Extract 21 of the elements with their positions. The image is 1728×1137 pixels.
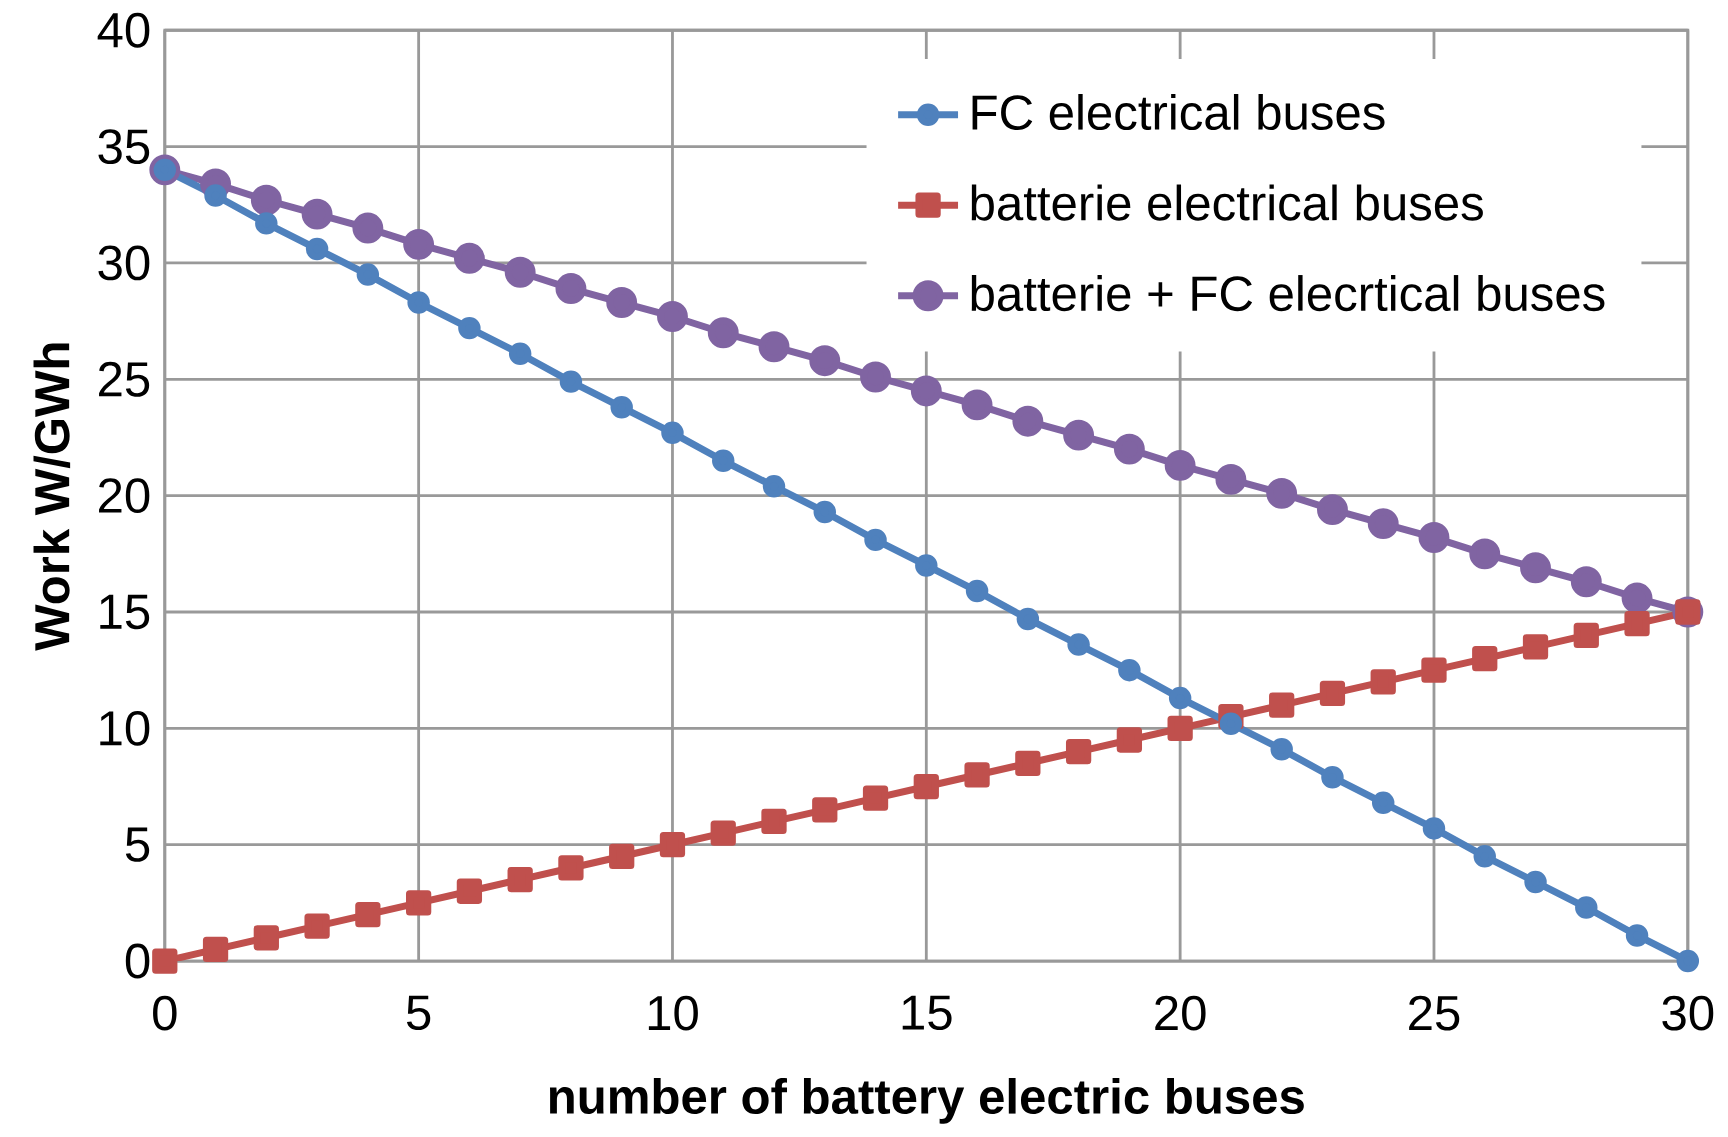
y-tick-label: 5 (125, 827, 150, 863)
y-tick-label: 20 (99, 478, 150, 514)
x-tick-label: 15 (902, 995, 952, 1031)
x-tick-label: 25 (1409, 995, 1460, 1031)
y-tick-label: 0 (125, 943, 150, 979)
x-axis-title: number of battery electric buses (549, 1078, 1304, 1124)
legend-label: batterie electrical buses (971, 184, 1483, 221)
y-axis-title: Work W/GWh (33, 343, 71, 651)
legend-label: FC electrical buses (972, 94, 1385, 131)
legend-label: batterie + FC elecrtical buses (971, 275, 1605, 312)
x-tick-label: 0 (153, 995, 177, 1031)
y-tick-label: 10 (100, 711, 150, 746)
x-tick-label: 30 (1662, 995, 1714, 1031)
y-tick-label: 15 (100, 595, 150, 630)
y-tick-label: 35 (98, 129, 150, 165)
x-tick-label: 5 (406, 995, 431, 1031)
x-tick-label: 20 (1155, 995, 1206, 1031)
y-tick-label: 40 (97, 12, 150, 48)
y-tick-label: 30 (98, 245, 150, 281)
x-tick-label: 10 (648, 995, 698, 1031)
y-tick-label: 25 (99, 362, 150, 397)
